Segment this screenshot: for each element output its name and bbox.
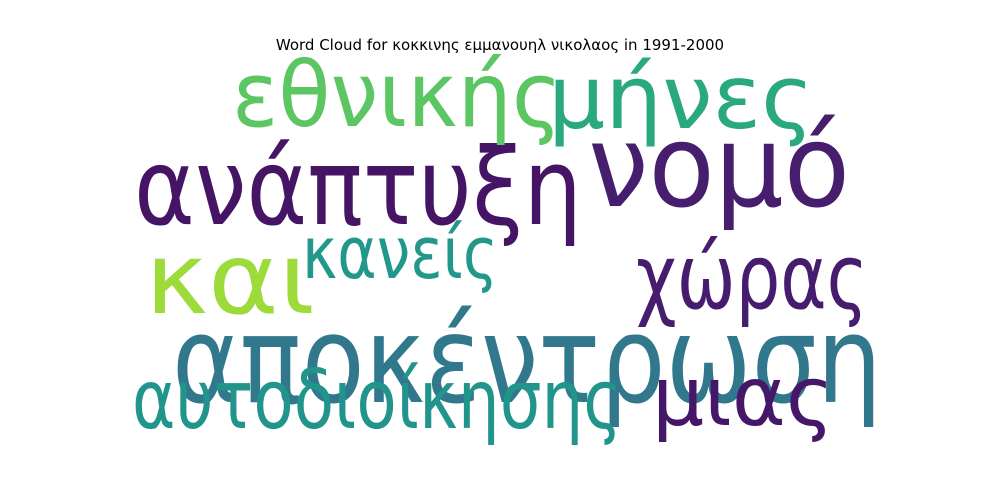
word-1: αποκέντρωση [172, 292, 882, 431]
word-6: εθνικής [232, 43, 562, 148]
word-2: νομό [588, 100, 850, 233]
word-5: χώρας [636, 225, 868, 330]
word-3: ανάπτυξη [134, 126, 582, 249]
chart-title: Word Cloud for κοκκινης εμμανουηλ νικολα… [275, 36, 725, 54]
word-10: κανείς [302, 211, 498, 295]
word-7: μήνες [548, 46, 814, 149]
word-9: μιας [652, 350, 834, 445]
word-8: αυτοδιοίκησης [132, 353, 622, 448]
word-4: και [145, 222, 315, 337]
